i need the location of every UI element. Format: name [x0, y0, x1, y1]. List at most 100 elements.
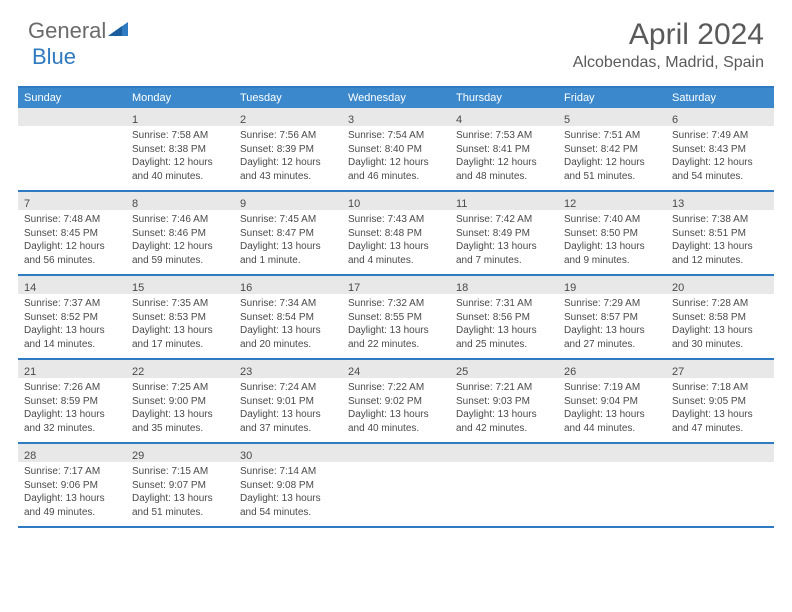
- daylight-text: Daylight: 13 hours and 42 minutes.: [456, 408, 552, 435]
- sunset-text: Sunset: 8:39 PM: [240, 143, 336, 157]
- day-cell: 23Sunrise: 7:24 AMSunset: 9:01 PMDayligh…: [234, 360, 342, 442]
- month-title: April 2024: [573, 18, 764, 52]
- day-cell: 21Sunrise: 7:26 AMSunset: 8:59 PMDayligh…: [18, 360, 126, 442]
- triangle-icon: [108, 20, 128, 43]
- day-cell: 4Sunrise: 7:53 AMSunset: 8:41 PMDaylight…: [450, 108, 558, 190]
- day-number: 14: [24, 282, 36, 294]
- daylight-text: Daylight: 13 hours and 14 minutes.: [24, 324, 120, 351]
- day-cell: 17Sunrise: 7:32 AMSunset: 8:55 PMDayligh…: [342, 276, 450, 358]
- day-number-bar: 18: [450, 276, 558, 294]
- day-cell: 6Sunrise: 7:49 AMSunset: 8:43 PMDaylight…: [666, 108, 774, 190]
- day-number: 15: [132, 282, 144, 294]
- daylight-text: Daylight: 13 hours and 44 minutes.: [564, 408, 660, 435]
- sunrise-text: Sunrise: 7:45 AM: [240, 213, 336, 227]
- dow-friday: Friday: [558, 88, 666, 108]
- day-number: 23: [240, 366, 252, 378]
- sunset-text: Sunset: 9:00 PM: [132, 395, 228, 409]
- sunset-text: Sunset: 8:59 PM: [24, 395, 120, 409]
- day-number: 3: [348, 114, 354, 126]
- day-number-bar: 17: [342, 276, 450, 294]
- day-details: Sunrise: 7:26 AMSunset: 8:59 PMDaylight:…: [18, 378, 126, 439]
- sunset-text: Sunset: 9:02 PM: [348, 395, 444, 409]
- day-details: Sunrise: 7:19 AMSunset: 9:04 PMDaylight:…: [558, 378, 666, 439]
- week-row: 21Sunrise: 7:26 AMSunset: 8:59 PMDayligh…: [18, 360, 774, 444]
- day-number-bar: [342, 444, 450, 462]
- day-details: Sunrise: 7:29 AMSunset: 8:57 PMDaylight:…: [558, 294, 666, 355]
- week-row: 7Sunrise: 7:48 AMSunset: 8:45 PMDaylight…: [18, 192, 774, 276]
- daylight-text: Daylight: 13 hours and 32 minutes.: [24, 408, 120, 435]
- sunrise-text: Sunrise: 7:19 AM: [564, 381, 660, 395]
- weeks-container: 1Sunrise: 7:58 AMSunset: 8:38 PMDaylight…: [18, 108, 774, 528]
- day-cell: 10Sunrise: 7:43 AMSunset: 8:48 PMDayligh…: [342, 192, 450, 274]
- day-cell: [666, 444, 774, 526]
- sunrise-text: Sunrise: 7:25 AM: [132, 381, 228, 395]
- day-cell: 13Sunrise: 7:38 AMSunset: 8:51 PMDayligh…: [666, 192, 774, 274]
- day-number-bar: 13: [666, 192, 774, 210]
- day-cell: [558, 444, 666, 526]
- day-cell: 5Sunrise: 7:51 AMSunset: 8:42 PMDaylight…: [558, 108, 666, 190]
- logo: General: [28, 18, 130, 44]
- sunrise-text: Sunrise: 7:53 AM: [456, 129, 552, 143]
- day-details: Sunrise: 7:48 AMSunset: 8:45 PMDaylight:…: [18, 210, 126, 271]
- day-details: Sunrise: 7:31 AMSunset: 8:56 PMDaylight:…: [450, 294, 558, 355]
- day-number-bar: 3: [342, 108, 450, 126]
- day-number-bar: [18, 108, 126, 126]
- daylight-text: Daylight: 13 hours and 1 minute.: [240, 240, 336, 267]
- sunrise-text: Sunrise: 7:31 AM: [456, 297, 552, 311]
- day-details: Sunrise: 7:38 AMSunset: 8:51 PMDaylight:…: [666, 210, 774, 271]
- day-number: 12: [564, 198, 576, 210]
- day-cell: 25Sunrise: 7:21 AMSunset: 9:03 PMDayligh…: [450, 360, 558, 442]
- sunrise-text: Sunrise: 7:37 AM: [24, 297, 120, 311]
- dow-monday: Monday: [126, 88, 234, 108]
- day-cell: 18Sunrise: 7:31 AMSunset: 8:56 PMDayligh…: [450, 276, 558, 358]
- daylight-text: Daylight: 13 hours and 4 minutes.: [348, 240, 444, 267]
- sunrise-text: Sunrise: 7:21 AM: [456, 381, 552, 395]
- dow-thursday: Thursday: [450, 88, 558, 108]
- day-cell: [18, 108, 126, 190]
- location: Alcobendas, Madrid, Spain: [573, 54, 764, 72]
- day-details: Sunrise: 7:14 AMSunset: 9:08 PMDaylight:…: [234, 462, 342, 523]
- day-number-bar: 22: [126, 360, 234, 378]
- day-number-bar: 28: [18, 444, 126, 462]
- sunset-text: Sunset: 8:47 PM: [240, 227, 336, 241]
- day-number-bar: 9: [234, 192, 342, 210]
- sunrise-text: Sunrise: 7:14 AM: [240, 465, 336, 479]
- daylight-text: Daylight: 13 hours and 37 minutes.: [240, 408, 336, 435]
- day-number-bar: 26: [558, 360, 666, 378]
- day-cell: 16Sunrise: 7:34 AMSunset: 8:54 PMDayligh…: [234, 276, 342, 358]
- logo-text-blue: Blue: [32, 44, 76, 69]
- sunset-text: Sunset: 8:58 PM: [672, 311, 768, 325]
- daylight-text: Daylight: 13 hours and 17 minutes.: [132, 324, 228, 351]
- sunrise-text: Sunrise: 7:18 AM: [672, 381, 768, 395]
- daylight-text: Daylight: 13 hours and 40 minutes.: [348, 408, 444, 435]
- days-of-week-row: Sunday Monday Tuesday Wednesday Thursday…: [18, 88, 774, 108]
- daylight-text: Daylight: 13 hours and 7 minutes.: [456, 240, 552, 267]
- day-number-bar: 12: [558, 192, 666, 210]
- sunset-text: Sunset: 8:38 PM: [132, 143, 228, 157]
- sunset-text: Sunset: 9:08 PM: [240, 479, 336, 493]
- day-number-bar: 14: [18, 276, 126, 294]
- sunset-text: Sunset: 9:07 PM: [132, 479, 228, 493]
- sunrise-text: Sunrise: 7:15 AM: [132, 465, 228, 479]
- daylight-text: Daylight: 13 hours and 49 minutes.: [24, 492, 120, 519]
- header: General April 2024 Alcobendas, Madrid, S…: [0, 0, 792, 78]
- sunrise-text: Sunrise: 7:29 AM: [564, 297, 660, 311]
- sunrise-text: Sunrise: 7:43 AM: [348, 213, 444, 227]
- sunrise-text: Sunrise: 7:51 AM: [564, 129, 660, 143]
- day-number: 17: [348, 282, 360, 294]
- daylight-text: Daylight: 12 hours and 43 minutes.: [240, 156, 336, 183]
- day-cell: 29Sunrise: 7:15 AMSunset: 9:07 PMDayligh…: [126, 444, 234, 526]
- day-number: 13: [672, 198, 684, 210]
- sunrise-text: Sunrise: 7:38 AM: [672, 213, 768, 227]
- dow-saturday: Saturday: [666, 88, 774, 108]
- sunrise-text: Sunrise: 7:42 AM: [456, 213, 552, 227]
- day-details: Sunrise: 7:51 AMSunset: 8:42 PMDaylight:…: [558, 126, 666, 187]
- week-row: 28Sunrise: 7:17 AMSunset: 9:06 PMDayligh…: [18, 444, 774, 528]
- sunset-text: Sunset: 8:52 PM: [24, 311, 120, 325]
- day-cell: 8Sunrise: 7:46 AMSunset: 8:46 PMDaylight…: [126, 192, 234, 274]
- dow-sunday: Sunday: [18, 88, 126, 108]
- day-details: Sunrise: 7:46 AMSunset: 8:46 PMDaylight:…: [126, 210, 234, 271]
- day-details: Sunrise: 7:56 AMSunset: 8:39 PMDaylight:…: [234, 126, 342, 187]
- day-number-bar: 19: [558, 276, 666, 294]
- sunrise-text: Sunrise: 7:17 AM: [24, 465, 120, 479]
